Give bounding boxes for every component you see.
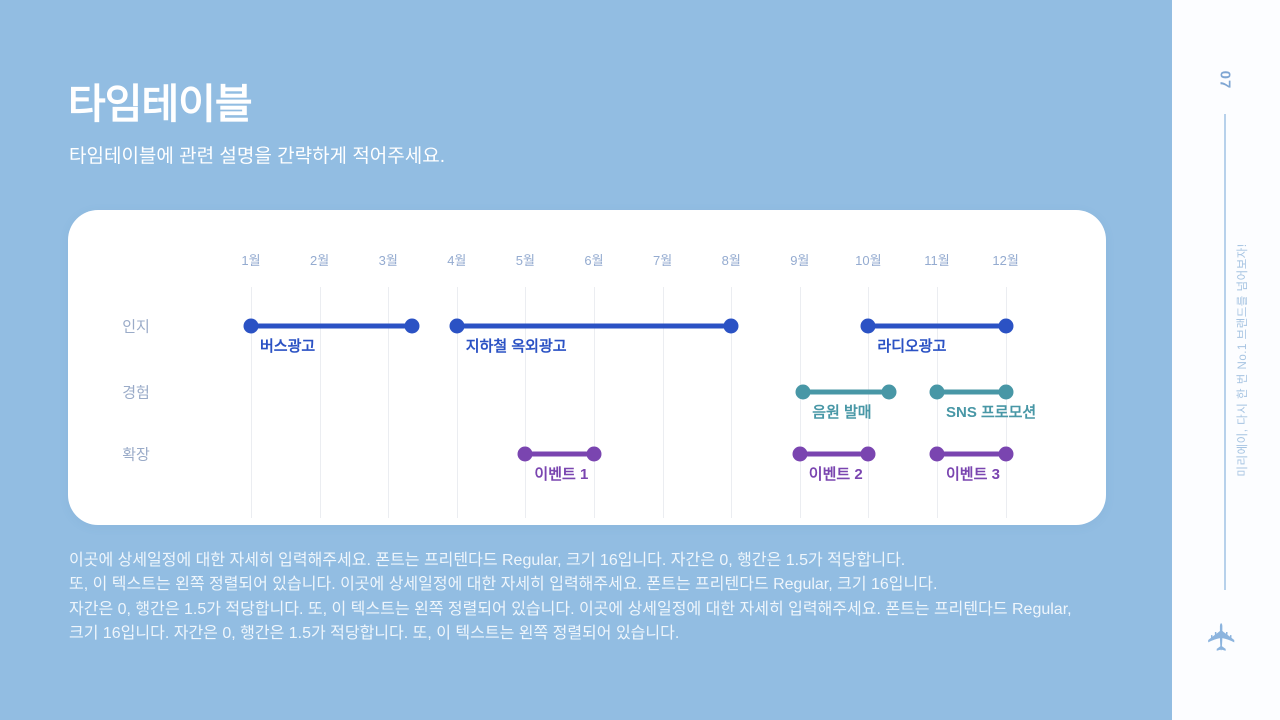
bar-label: 버스광고 [260, 338, 316, 355]
timeline-bar [937, 389, 1006, 395]
month-label: 5월 [515, 253, 535, 268]
month-label: 6월 [584, 253, 604, 268]
sidebar-slogan: 미리에이, 다시 한 번 No.1 브랜드를 넘어보자! [1237, 243, 1249, 477]
month-gridline [456, 287, 458, 518]
month-gridline [319, 287, 321, 518]
bar-endpoint-dot [792, 446, 808, 462]
bar-endpoint-dot [586, 446, 602, 462]
month-label: 8월 [721, 253, 741, 268]
bar-label: 이벤트 2 [808, 466, 863, 483]
month-label: 12월 [992, 253, 1019, 268]
page-subtitle: 타임테이블에 관련 설명을 간략하게 적어주세요. [69, 146, 445, 167]
month-gridline [594, 287, 595, 518]
bar-endpoint-dot [860, 318, 876, 334]
bar-label: 음원 발매 [812, 404, 872, 421]
month-label: 1월 [241, 253, 261, 268]
sidebar: 07 미리에이, 다시 한 번 No.1 브랜드를 넘어보자! ✈ [1172, 0, 1280, 720]
airplane-icon: ✈ [1202, 621, 1244, 653]
description-line: 이곳에 상세일정에 대한 자세히 입력해주세요. 폰트는 프리텐다드 Regul… [69, 552, 906, 569]
bar-endpoint-dot [449, 318, 465, 334]
timeline-bar [525, 451, 594, 457]
month-label: 3월 [378, 253, 398, 268]
month-gridline [868, 287, 870, 518]
timeline-bar [803, 389, 889, 395]
bar-endpoint-dot [723, 318, 739, 334]
bar-label: 이벤트 3 [946, 466, 1000, 483]
bar-endpoint-dot [795, 384, 811, 400]
bar-label: 라디오광고 [877, 338, 947, 355]
bar-endpoint-dot [881, 384, 897, 400]
page-number: 07 [1216, 70, 1234, 90]
bar-endpoint-dot [998, 384, 1014, 400]
month-label: 2월 [309, 253, 330, 268]
month-label: 10월 [855, 253, 882, 268]
sidebar-divider [1224, 114, 1226, 590]
bar-endpoint-dot [243, 318, 259, 334]
timeline-bar [251, 323, 413, 329]
description-line: 자간은 0, 행간은 1.5가 적당합니다. 또, 이 텍스트는 왼쪽 정렬되어… [69, 600, 1072, 618]
page-title: 타임테이블 [68, 81, 253, 127]
month-gridline [937, 287, 938, 518]
description-line: 크기 16입니다. 자간은 0, 행간은 1.5가 적당합니다. 또, 이 텍스… [69, 624, 680, 642]
month-gridline [662, 287, 664, 518]
month-gridline [388, 287, 390, 518]
month-gridline [251, 287, 252, 518]
month-gridline [731, 287, 733, 518]
bar-endpoint-dot [404, 318, 420, 334]
bar-label: SNS 프로모션 [946, 404, 1037, 421]
bar-endpoint-dot [517, 446, 533, 462]
month-label: 4월 [447, 253, 467, 268]
bar-endpoint-dot [998, 318, 1014, 334]
timeline-bar [937, 451, 1006, 457]
month-gridline [1005, 287, 1007, 518]
description-text: 이곳에 상세일정에 대한 자세히 입력해주세요. 폰트는 프리텐다드 Regul… [69, 549, 1129, 646]
description-line: 또, 이 텍스트는 왼쪽 정렬되어 있습니다. 이곳에 상세일정에 대한 자세히… [69, 576, 938, 594]
row-label: 확장 [122, 446, 150, 464]
month-label: 7월 [652, 253, 673, 268]
row-label: 인지 [122, 318, 150, 336]
timeline-bar [799, 451, 869, 457]
month-gridline [799, 287, 801, 518]
bar-endpoint-dot [860, 446, 876, 462]
bar-label: 이벤트 1 [534, 466, 589, 483]
bar-endpoint-dot [929, 384, 945, 400]
row-label: 경험 [122, 384, 150, 402]
timeline-bar [868, 323, 1006, 329]
month-gridline [525, 287, 527, 518]
timeline-bar [456, 323, 732, 329]
bar-endpoint-dot [998, 446, 1014, 462]
bar-label: 지하철 옥외광고 [465, 338, 567, 355]
month-label: 11월 [924, 253, 950, 268]
bar-endpoint-dot [929, 446, 945, 462]
month-label: 9월 [790, 253, 810, 268]
